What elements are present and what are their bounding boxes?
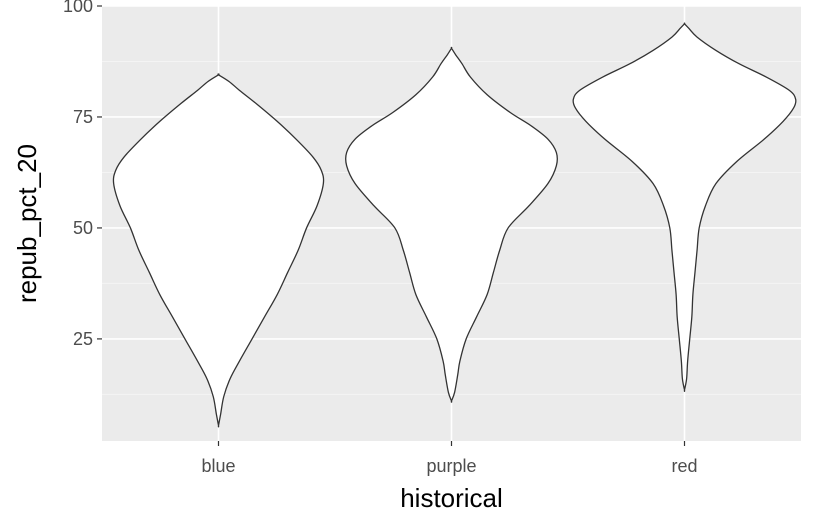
x-axis-title: historical	[400, 483, 503, 513]
violin-purple	[344, 46, 559, 403]
y-tick-label: 75	[73, 107, 93, 127]
y-tick-label: 50	[73, 218, 93, 238]
violin-layer	[112, 22, 797, 428]
x-axis: blue purple red	[201, 441, 698, 476]
y-tick-label: 25	[73, 329, 93, 349]
violin-blue	[112, 73, 325, 428]
x-tick-label-red: red	[671, 456, 697, 476]
y-axis: 25 50 75 100	[63, 0, 102, 349]
y-tick-label: 100	[63, 0, 93, 16]
x-tick-label-blue: blue	[201, 456, 235, 476]
x-tick-label-purple: purple	[426, 456, 476, 476]
y-axis-title: repub_pct_20	[12, 144, 42, 303]
violin-red	[572, 22, 797, 392]
